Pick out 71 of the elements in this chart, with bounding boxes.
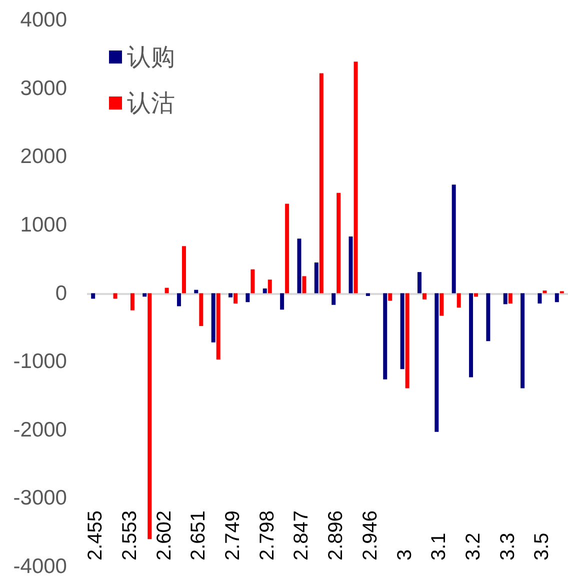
bar <box>503 293 508 304</box>
x-tick-label: 2.798 <box>256 510 278 560</box>
x-tick-label: 2.602 <box>153 510 176 560</box>
bar <box>234 293 238 304</box>
bar <box>434 293 439 432</box>
bar <box>182 246 186 294</box>
bar <box>164 288 169 294</box>
x-tick-label: 2.455 <box>84 510 107 560</box>
bar <box>176 293 181 306</box>
bar <box>113 293 118 299</box>
bar <box>405 293 410 388</box>
y-tick-label: 1000 <box>20 213 67 236</box>
bar <box>422 293 426 300</box>
bar <box>216 293 220 360</box>
x-tick-label: 3.2 <box>462 532 485 560</box>
x-tick-label: 2.847 <box>290 510 313 560</box>
y-tick-label: 0 <box>55 282 67 305</box>
legend-label: 认沽 <box>127 89 175 117</box>
bar <box>400 293 404 370</box>
x-tick-label: 2.651 <box>188 510 210 560</box>
x-tick-label: 2.553 <box>118 510 141 560</box>
y-tick-label: -1000 <box>13 350 67 374</box>
bar <box>452 184 456 294</box>
bar <box>285 204 290 294</box>
bar <box>366 293 370 296</box>
bar <box>319 73 324 294</box>
bar <box>250 269 255 294</box>
bar <box>262 288 267 294</box>
bar <box>268 280 272 294</box>
bar <box>211 293 216 342</box>
x-tick-label: 2.749 <box>222 510 244 560</box>
bar <box>91 293 96 299</box>
bar <box>228 293 233 298</box>
bar <box>469 293 474 378</box>
bar <box>456 293 461 308</box>
bar <box>246 293 250 302</box>
bar <box>538 293 542 304</box>
x-tick-label: 3 <box>394 549 416 560</box>
bar <box>388 293 392 301</box>
y-tick-label: 2000 <box>20 145 67 168</box>
y-tick-label: 3000 <box>20 76 67 100</box>
bar <box>417 272 422 294</box>
bar <box>130 293 134 310</box>
bar <box>508 293 512 304</box>
bar <box>520 293 525 388</box>
y-tick-label: -2000 <box>13 418 67 442</box>
x-tick-label: 2.896 <box>325 510 348 560</box>
bar <box>554 293 559 302</box>
bar <box>332 293 336 305</box>
bar <box>348 236 353 294</box>
bar <box>148 293 152 540</box>
bar <box>542 290 547 294</box>
x-tick-label: 3.5 <box>531 532 554 560</box>
bar <box>354 62 358 294</box>
bar <box>280 293 284 310</box>
legend-label: 认购 <box>127 43 175 71</box>
x-tick-label: 3.3 <box>496 532 519 560</box>
x-tick-label: 3.1 <box>428 532 450 560</box>
y-tick-label: -4000 <box>13 555 67 577</box>
bar <box>440 293 444 316</box>
bar <box>302 276 306 294</box>
y-tick-label: -3000 <box>13 486 67 510</box>
bar <box>194 290 198 294</box>
bar <box>314 262 318 294</box>
bar <box>297 238 302 294</box>
bar <box>486 293 490 342</box>
y-tick-label: 4000 <box>20 8 67 32</box>
x-tick-label: 2.946 <box>359 510 382 560</box>
bar <box>336 192 341 294</box>
bar <box>383 293 388 380</box>
bar <box>199 293 204 326</box>
